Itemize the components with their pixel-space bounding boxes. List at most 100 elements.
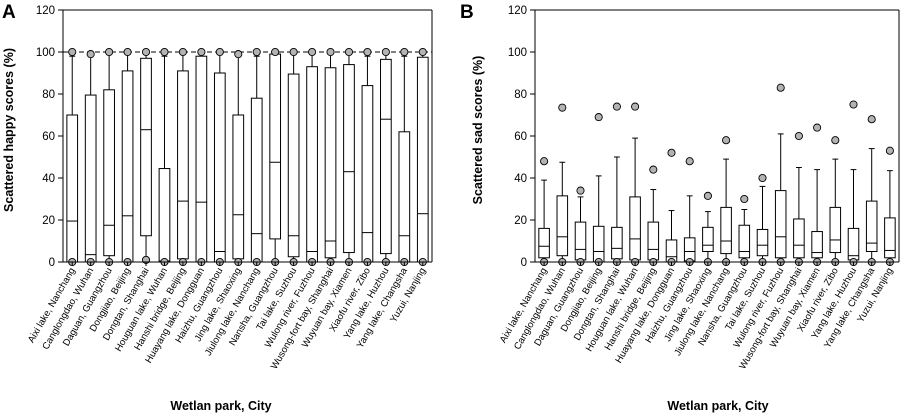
panel-b-iqr-box — [865, 200, 878, 253]
panel-b-outlier-point — [722, 136, 731, 145]
panel-b-box-11 — [720, 136, 732, 267]
panel-b-outlier-point — [558, 103, 567, 112]
panel-a-outlier-point — [326, 47, 335, 57]
panel-a-iqr-box — [416, 56, 429, 263]
panel-b-iqr-box — [556, 195, 569, 257]
panel-a-iqr-box — [84, 94, 97, 263]
panel-b-iqr-box — [811, 231, 823, 259]
panel-a-iqr-box — [66, 114, 79, 263]
panel-a-letter: A — [2, 2, 16, 23]
panel-b-outlier-point — [867, 115, 876, 124]
panel-b-box-19 — [865, 115, 878, 267]
panel-a-iqr-box — [306, 66, 318, 263]
panel-b-y-tick-label: 0 — [521, 257, 527, 269]
panel-a-iqr-box — [398, 131, 411, 263]
panel-a-x-axis-title: Wetlan park, City — [170, 399, 271, 413]
panel-b-box-2 — [556, 103, 569, 267]
panel-b-box-4 — [592, 113, 605, 267]
panel-b-outlier-point — [758, 173, 767, 183]
panel-b-iqr-box — [847, 227, 860, 261]
panel-b-iqr-box — [592, 225, 605, 263]
panel-b-box-7 — [647, 165, 660, 267]
panel-a-outlier-point — [105, 47, 114, 57]
panel-a-box-11 — [250, 47, 263, 267]
panel-a-box-15 — [324, 47, 337, 267]
panel-a-box-4 — [121, 47, 134, 267]
panel-b-box-13 — [756, 173, 769, 267]
panel-b-y-tick-label: 80 — [514, 89, 527, 101]
panel-a-y-tick-label: 0 — [49, 257, 55, 269]
panel-a-box-9 — [213, 47, 226, 267]
panel-b-iqr-box — [829, 206, 842, 254]
panel-a-y-tick-label: 80 — [42, 89, 55, 101]
panel-a-box-19 — [398, 47, 411, 267]
panel-b-y-tick-label: 100 — [508, 47, 527, 59]
panel-a-iqr-box — [287, 73, 300, 258]
panel-b-y-tick-label: 60 — [514, 131, 527, 143]
panel-a-outlier-point — [178, 47, 187, 57]
panel-b-iqr-box — [738, 224, 751, 259]
panel-a-outlier-point — [418, 47, 427, 57]
panel-b-box-6 — [629, 102, 641, 267]
panel-b-iqr-box — [629, 196, 641, 261]
panel-a-y-tick-label: 100 — [36, 47, 55, 59]
panel-a-y-axis-title: Scattered happy scores (%) — [2, 48, 16, 212]
panel-a-iqr-box — [103, 89, 115, 257]
panel-b-iqr-box — [683, 237, 696, 262]
panel-b-box-1 — [538, 157, 550, 267]
panel-b-outlier-point — [813, 123, 822, 132]
panel-b-outlier-point — [831, 136, 840, 145]
panel-a-box-14 — [306, 47, 318, 267]
panel-a-iqr-box — [380, 58, 392, 255]
panel-b-y-tick-label: 40 — [514, 173, 527, 185]
panel-b-y-axis-title: Scattered sad scores (%) — [471, 56, 485, 205]
panel-b-box-14 — [774, 83, 787, 267]
panel-a-outlier-point — [197, 47, 206, 57]
panel-b-outlier-point — [594, 113, 603, 122]
panel-a-iqr-box — [343, 64, 355, 254]
panel-a-iqr-box — [232, 114, 245, 260]
panel-b-box-8 — [665, 148, 678, 267]
panel-b-outlier-point — [667, 148, 676, 157]
panel-a-outlier-point — [234, 50, 243, 59]
panel-a-outlier-point — [123, 47, 132, 57]
panel-b-box-12 — [738, 194, 751, 267]
panel-b-box-15 — [793, 131, 805, 267]
panel-a-outlier-point — [381, 47, 390, 57]
panel-b-x-axis-title: Wetlan park, City — [667, 399, 768, 413]
panel-b-y-tick-label: 20 — [514, 215, 527, 227]
panel-b-iqr-box — [538, 227, 550, 259]
panel-a-iqr-box — [195, 55, 208, 263]
panel-b-iqr-box — [611, 226, 623, 260]
panel-a-outlier-point — [68, 47, 77, 57]
panel-a-box-8 — [195, 47, 208, 267]
panel-b-outlier-point — [612, 102, 621, 111]
panel-a-box-3 — [103, 47, 115, 267]
panel-a-outlier-point — [363, 47, 372, 57]
panel-b-outlier-point — [685, 157, 694, 166]
panel-b-outlier-point — [849, 100, 858, 109]
panel-a-box-2 — [84, 50, 97, 267]
panel-b-outlier-point — [740, 194, 749, 204]
panel-b-box-16 — [811, 123, 823, 267]
panel-a-iqr-box — [361, 85, 374, 263]
panel-a-box-6 — [158, 47, 171, 267]
panel-a-box-5 — [140, 47, 152, 264]
panel-b-iqr-box — [702, 226, 714, 253]
panel-a-y-tick-label: 60 — [42, 131, 55, 143]
panel-b-outlier-point — [885, 146, 894, 155]
panel-b-iqr-box — [756, 228, 769, 257]
panel-b-box-9 — [683, 157, 696, 267]
panel-a-iqr-box — [250, 97, 263, 263]
panel-b-iqr-box — [647, 221, 660, 261]
panel-a-iqr-box — [269, 53, 282, 240]
panel-a-outlier-point — [160, 47, 169, 57]
panel-b-iqr-box — [720, 206, 732, 255]
panel-a-outlier-point — [141, 47, 151, 57]
panel-b-box-18 — [847, 100, 860, 267]
panel-a-box-10 — [232, 50, 245, 267]
panel-b-outlier-point — [776, 83, 785, 92]
panel-b-box-17 — [829, 136, 842, 267]
